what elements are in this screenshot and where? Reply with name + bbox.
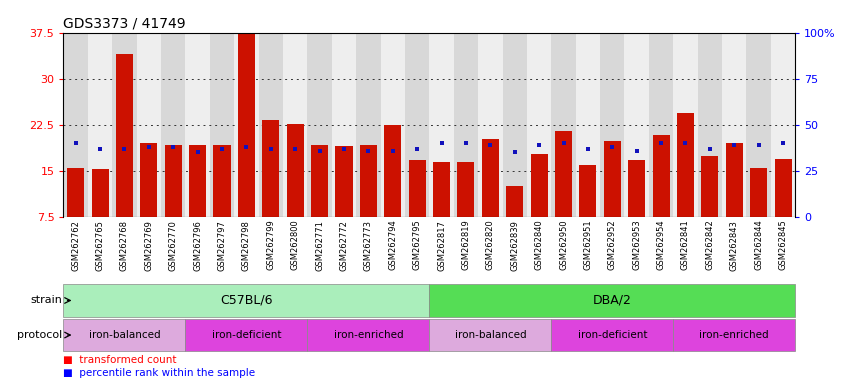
Bar <box>649 33 673 217</box>
Bar <box>555 131 572 217</box>
Bar <box>185 319 307 351</box>
Text: iron-enriched: iron-enriched <box>333 330 404 340</box>
Bar <box>335 146 353 217</box>
Bar <box>429 319 552 351</box>
Bar <box>677 113 694 217</box>
Bar <box>746 33 771 217</box>
Bar <box>136 33 161 217</box>
Bar <box>453 33 478 217</box>
Bar <box>624 33 649 217</box>
Bar <box>91 169 108 217</box>
Text: iron-balanced: iron-balanced <box>454 330 526 340</box>
Bar <box>429 284 795 317</box>
Bar <box>307 319 429 351</box>
Bar <box>429 33 453 217</box>
Bar <box>527 33 552 217</box>
Bar <box>580 165 596 217</box>
Bar <box>750 168 767 217</box>
Bar <box>88 33 113 217</box>
Bar <box>360 145 377 217</box>
Bar <box>552 33 575 217</box>
Text: protocol: protocol <box>17 330 63 340</box>
Bar <box>356 33 381 217</box>
Bar <box>307 33 332 217</box>
Text: iron-deficient: iron-deficient <box>578 330 647 340</box>
Bar <box>161 33 185 217</box>
Bar <box>600 33 624 217</box>
Bar <box>234 33 259 217</box>
Bar <box>262 121 279 217</box>
Bar <box>698 33 722 217</box>
Bar <box>384 125 401 217</box>
Bar <box>771 33 795 217</box>
Bar <box>530 154 547 217</box>
Bar <box>409 160 426 217</box>
Bar <box>575 33 600 217</box>
Text: iron-balanced: iron-balanced <box>89 330 160 340</box>
Text: ■  transformed count: ■ transformed count <box>63 355 177 365</box>
Bar <box>405 33 429 217</box>
Bar <box>113 33 136 217</box>
Bar <box>701 156 718 217</box>
Bar <box>774 159 792 217</box>
Text: strain: strain <box>30 295 63 306</box>
Bar <box>552 319 673 351</box>
Bar <box>210 33 234 217</box>
Bar <box>259 33 283 217</box>
Bar <box>433 162 450 217</box>
Bar <box>311 145 328 217</box>
Bar <box>63 33 88 217</box>
Bar <box>481 139 499 217</box>
Bar <box>604 141 621 217</box>
Bar <box>628 160 645 217</box>
Text: iron-deficient: iron-deficient <box>212 330 281 340</box>
Bar <box>283 33 307 217</box>
Text: ■  percentile rank within the sample: ■ percentile rank within the sample <box>63 367 255 377</box>
Bar <box>63 319 185 351</box>
Text: GDS3373 / 41749: GDS3373 / 41749 <box>63 16 186 30</box>
Bar <box>673 33 698 217</box>
Bar <box>506 186 524 217</box>
Text: DBA/2: DBA/2 <box>593 294 632 307</box>
Bar <box>722 33 746 217</box>
Bar <box>189 145 206 217</box>
Bar <box>458 162 475 217</box>
Bar <box>726 143 743 217</box>
Bar <box>478 33 503 217</box>
Bar <box>381 33 405 217</box>
Text: iron-enriched: iron-enriched <box>700 330 769 340</box>
Bar <box>332 33 356 217</box>
Bar <box>238 35 255 217</box>
Bar <box>287 124 304 217</box>
Bar <box>213 145 231 217</box>
Bar <box>185 33 210 217</box>
Bar <box>165 145 182 217</box>
Bar <box>116 54 133 217</box>
Bar <box>63 284 429 317</box>
Text: C57BL/6: C57BL/6 <box>220 294 272 307</box>
Bar <box>673 319 795 351</box>
Bar <box>503 33 527 217</box>
Bar <box>140 143 157 217</box>
Bar <box>67 168 85 217</box>
Bar <box>652 135 670 217</box>
